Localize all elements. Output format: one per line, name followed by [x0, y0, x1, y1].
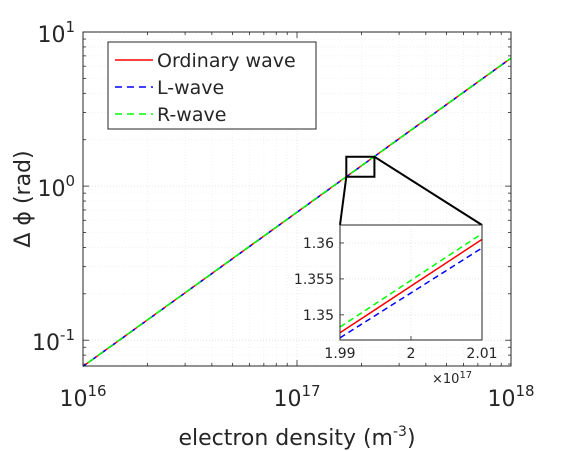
y-tick-label-exponent: 0	[65, 172, 75, 190]
x-tick-label: 1018	[487, 382, 534, 412]
y-tick-label-base: 10	[32, 331, 60, 356]
x-tick-label-exponent: 16	[87, 382, 106, 400]
zoom-connector-left	[339, 176, 348, 226]
x-tick-label-base: 10	[273, 387, 301, 412]
zoom-indicator	[339, 155, 483, 226]
inset-y-tick-label: 1.35	[303, 308, 334, 324]
y-tick-label-base: 10	[37, 177, 65, 202]
inset-x-tick-label: 2	[407, 346, 416, 362]
inset-x-multiplier: ×1017	[432, 370, 472, 387]
x-tick-label: 1016	[59, 382, 106, 412]
x-axis-label: electron density (m-3)	[178, 424, 415, 451]
y-axis-label: Δ ϕ (rad)	[11, 150, 36, 247]
legend-label-r-wave: R-wave	[157, 104, 226, 126]
x-tick-label-base: 10	[59, 387, 87, 412]
inset-series-line-r-wave	[339, 233, 483, 328]
y-tick-label-exponent: -1	[60, 326, 75, 344]
legend-label-ordinary-wave: Ordinary wave	[157, 50, 296, 72]
main-x-tick-labels: 1016 1017 1018	[59, 382, 534, 412]
y-tick-label: 100	[37, 172, 75, 202]
inset-x-multiplier-exponent: 17	[459, 370, 472, 381]
series-line-r-wave	[82, 57, 512, 367]
inset-y-tick-labels: 1.35 1.355 1.36	[294, 236, 334, 324]
inset-series-line-ordinary-wave	[339, 238, 483, 334]
x-axis-label-close: )	[407, 426, 416, 451]
inset-x-tick-label: 2.01	[466, 346, 497, 362]
x-tick-label-exponent: 17	[301, 382, 320, 400]
x-tick-label: 1017	[273, 382, 320, 412]
inset-series-group	[339, 233, 483, 339]
inset-x-tick-label: 1.99	[324, 346, 355, 362]
zoom-connector-right	[373, 155, 483, 226]
inset-y-tick-label: 1.355	[294, 272, 334, 288]
x-axis-label-text: electron density (m	[178, 426, 393, 451]
y-tick-label: 10-1	[32, 326, 75, 356]
y-tick-label: 101	[37, 18, 75, 48]
x-tick-label-exponent: 18	[515, 382, 534, 400]
inset-x-tick-labels: 1.99 2 2.01	[324, 346, 497, 362]
inset-series-line-l-wave	[339, 247, 483, 339]
inset-y-tick-label: 1.36	[303, 236, 334, 252]
main-series-group	[82, 57, 512, 367]
x-tick-label-base: 10	[487, 387, 515, 412]
x-axis-label-exponent: -3	[393, 424, 407, 440]
legend-label-l-wave: L-wave	[157, 77, 224, 99]
inset-plot: 1.99 2 2.01 1.35 1.355 1.36 ×1017	[294, 224, 498, 387]
zoom-box	[345, 155, 376, 178]
inset-x-multiplier-base: ×10	[432, 372, 459, 387]
y-tick-label-base: 10	[37, 23, 65, 48]
y-tick-label-exponent: 1	[65, 18, 75, 36]
main-tick-marks	[82, 31, 512, 366]
inset-tick-marks	[339, 242, 483, 340]
legend: Ordinary wave L-wave R-wave	[107, 41, 317, 130]
